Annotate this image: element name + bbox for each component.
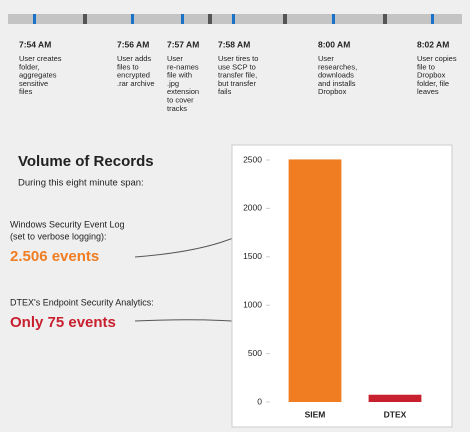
siem-count: 2.506 events — [10, 248, 99, 265]
y-tick-label: 2500 — [243, 154, 262, 164]
event-text: re-names — [167, 62, 199, 71]
y-tick-label: 1000 — [243, 299, 262, 309]
event-text: file with — [167, 71, 192, 80]
bar — [368, 394, 422, 402]
event-text: aggregates — [19, 71, 57, 80]
subheading: During this eight minute span: — [18, 178, 144, 189]
event-text: Dropbox — [417, 71, 446, 80]
heading: Volume of Records — [18, 153, 154, 170]
event-text: researches, — [318, 62, 357, 71]
timeline: 7:54 AM User createsfolder,aggregatessens… — [19, 14, 457, 113]
event-text: .jpg — [167, 79, 179, 88]
event-text: but transfer — [218, 79, 256, 88]
event-text: folder, — [19, 62, 39, 71]
event-text: Dropbox — [318, 87, 347, 96]
event-text: User copies — [417, 54, 457, 63]
event-text: fails — [218, 87, 232, 96]
dtex-count: Only 75 events — [10, 314, 116, 331]
event-marker — [431, 14, 434, 24]
minute-marker — [383, 14, 387, 24]
y-tick-label: 0 — [257, 396, 262, 406]
event-time: 8:02 AM — [417, 39, 449, 49]
y-tick-label: 500 — [248, 348, 262, 358]
event-text: use SCP to — [218, 62, 256, 71]
event-text: leaves — [417, 87, 439, 96]
event-time: 7:57 AM — [167, 39, 199, 49]
y-tick-label: 1500 — [243, 251, 262, 261]
event-text: User creates — [19, 54, 62, 63]
event-marker — [232, 14, 235, 24]
bar — [288, 159, 342, 402]
event-text: .rar archive — [117, 79, 155, 88]
event-time: 7:58 AM — [218, 39, 250, 49]
event-text: User — [167, 54, 183, 63]
x-tick-label: SIEM — [305, 409, 326, 419]
event-text: files to — [117, 62, 139, 71]
minute-marker — [208, 14, 212, 24]
caption: Windows Security Event Log — [10, 219, 125, 229]
event-time: 7:54 AM — [19, 39, 51, 49]
caption: (set to verbose logging): — [10, 231, 107, 241]
x-tick-label: DTEX — [384, 409, 407, 419]
event-text: encrypted — [117, 71, 150, 80]
event-text: User — [318, 54, 334, 63]
event-text: sensitive — [19, 79, 48, 88]
event-text: extension — [167, 87, 199, 96]
event-marker — [131, 14, 134, 24]
event-text: files — [19, 87, 33, 96]
event-text: to cover — [167, 95, 194, 104]
event-text: and installs — [318, 79, 356, 88]
event-text: tracks — [167, 104, 187, 113]
event-text: transfer file, — [218, 71, 257, 80]
event-marker — [181, 14, 184, 24]
event-time: 8:00 AM — [318, 39, 350, 49]
chart-frame — [231, 144, 453, 428]
event-text: User tires to — [218, 54, 258, 63]
chart: 0 500 1000 1500 2000 2500 SIEM DTEX — [243, 154, 422, 419]
event-text: file to — [417, 62, 435, 71]
event-marker — [33, 14, 36, 24]
event-text: User adds — [117, 54, 151, 63]
event-marker — [332, 14, 335, 24]
y-tick-label: 2000 — [243, 203, 262, 213]
minute-marker — [83, 14, 87, 24]
event-text: folder, file — [417, 79, 449, 88]
caption: DTEX's Endpoint Security Analytics: — [10, 297, 154, 307]
minute-marker — [283, 14, 287, 24]
event-text: downloads — [318, 71, 354, 80]
event-time: 7:56 AM — [117, 39, 149, 49]
